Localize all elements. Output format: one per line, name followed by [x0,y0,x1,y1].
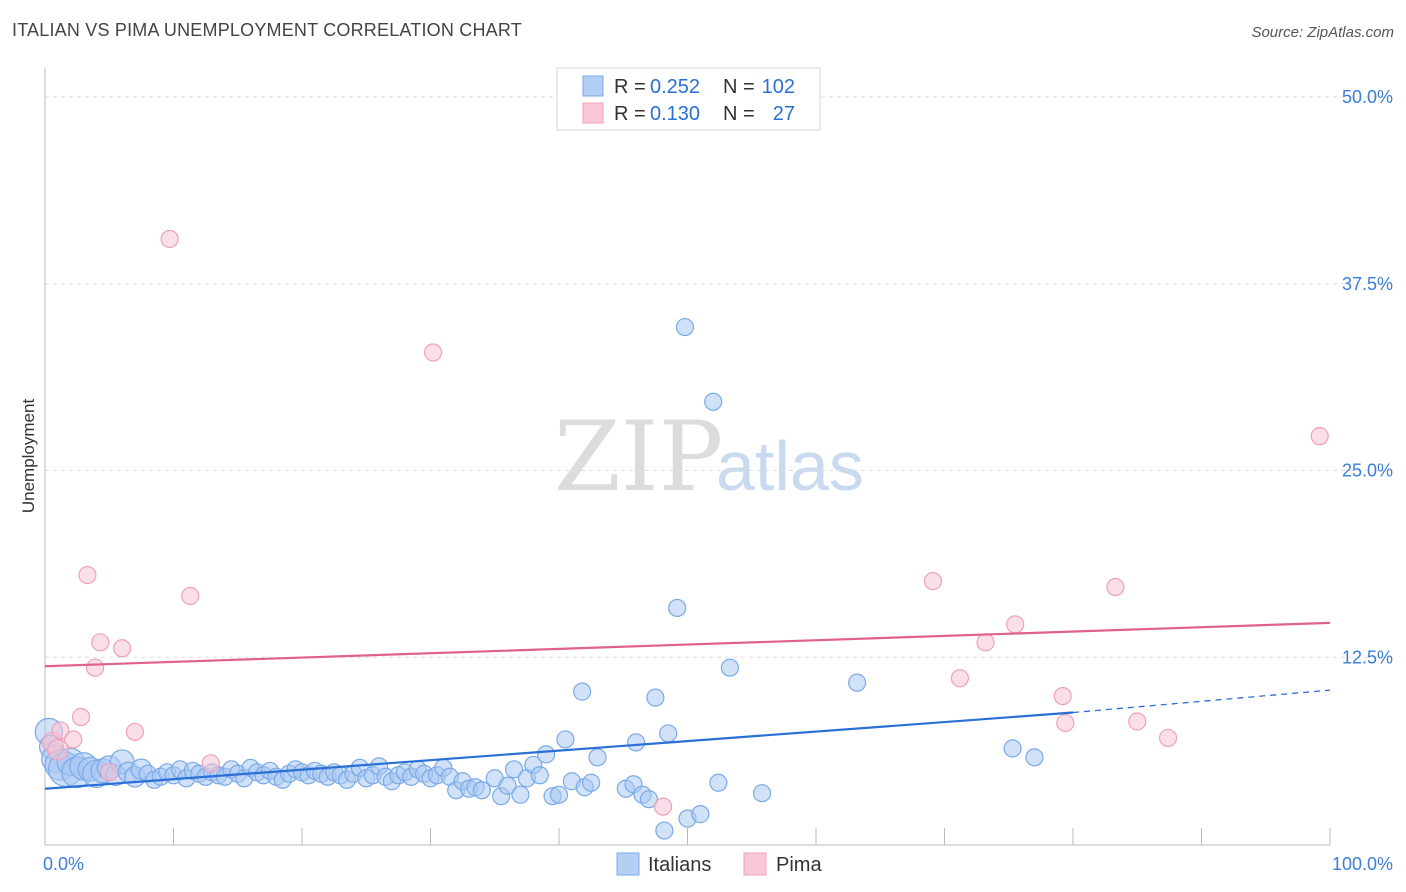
pima-point-14 [423,343,443,362]
pima-point-7 [91,633,110,652]
series-points [34,229,1329,840]
pima-point-23 [1128,712,1147,731]
pima-point-8 [100,763,119,782]
pima-point-11 [160,229,179,249]
stats-r-value-2: 0.130 [650,103,700,125]
italians-trend-line [44,711,1074,790]
pima-point-18 [976,633,995,652]
pima-point-17 [950,669,970,688]
pima-trend-line [44,621,1331,668]
x-tick-label-0: 0.0% [43,854,84,874]
italians-point-97 [675,317,695,337]
pima-point-10 [125,722,145,742]
italians-point-85 [588,748,607,767]
pima-point-6 [86,658,105,677]
stats-n-value-2: 27 [773,103,795,125]
italians-point-69 [472,781,491,800]
italians-point-92 [646,688,665,707]
gridlines [45,96,1392,658]
italians-point-99 [704,392,723,411]
stats-n-value-1: 102 [762,76,795,98]
italians-point-98 [691,805,710,824]
italians-point-96 [668,598,687,618]
stats-r-label-1: R = [614,76,646,98]
stats-legend-swatch-italians [582,75,604,97]
stats-r-label-2: R = [614,103,646,125]
pima-point-16 [923,571,943,591]
legend-label-italians: Italians [648,854,711,876]
italians-point-101 [720,658,740,677]
italians-point-100 [709,773,728,792]
italians-point-74 [511,785,530,804]
y-tick-label-0: 12.5% [1342,647,1393,667]
legend-swatch-pima [743,852,767,876]
italians-trend-extension [1072,689,1331,714]
x-tick-labels: 0.0% 100.0% [43,854,1393,874]
italians-point-78 [537,745,556,764]
chart-title: ITALIAN VS PIMA UNEMPLOYMENT CORRELATION… [12,20,522,40]
pima-point-24 [1158,728,1178,748]
stats-legend: R = 0.252 N = 102 R = 0.130 N = 27 [556,67,821,131]
stats-r-value-1: 0.252 [650,76,700,98]
italians-point-80 [549,785,569,804]
italians-point-81 [556,730,575,749]
pima-point-12 [181,586,200,606]
pima-point-2 [51,721,70,740]
y-tick-label-3: 50.0% [1342,87,1393,107]
pima-point-21 [1056,713,1075,733]
trend-lines [44,621,1331,790]
italians-point-91 [626,733,646,752]
stats-legend-swatch-pima [582,102,604,124]
italians-point-93 [659,724,678,743]
legend-swatch-italians [616,852,640,876]
x-ticks [44,828,1331,845]
y-axis-title: Unemployment [19,399,38,514]
pima-point-15 [653,797,673,816]
y-tick-labels: 12.5% 25.0% 37.5% 50.0% [1342,87,1393,667]
legend-label-pima: Pima [776,854,822,876]
watermark-zip: ZIP [554,401,723,513]
stats-n-label-1: N = [723,76,755,98]
bottom-legend: Italians Pima [616,852,822,876]
italians-point-90 [639,790,659,809]
pima-point-25 [1310,427,1329,446]
pima-point-3 [64,730,83,749]
watermark-atlas: atlas [716,427,864,505]
pima-point-4 [71,707,91,727]
pima-point-5 [78,565,97,585]
italians-point-77 [530,766,549,785]
pima-point-19 [1006,615,1025,634]
series-pima [41,229,1329,816]
pima-point-20 [1053,686,1072,706]
italians-point-103 [848,673,867,692]
pima-point-13 [201,754,220,773]
italians-point-72 [498,776,517,795]
pima-point-9 [112,639,132,658]
italians-point-73 [504,760,524,779]
series-italians [34,317,1044,840]
x-tick-label-1: 100.0% [1332,854,1393,874]
chart-source: Source: ZipAtlas.com [1251,24,1394,41]
italians-point-105 [1025,748,1044,767]
italians-point-86 [573,682,592,701]
stats-n-label-2: N = [723,103,755,125]
italians-point-102 [752,784,772,803]
italians-point-84 [582,773,601,792]
pima-point-22 [1106,577,1125,597]
pima-point-1 [47,739,69,761]
y-tick-label-1: 25.0% [1342,461,1393,481]
italians-point-104 [1003,739,1022,758]
italians-point-94 [655,821,674,840]
y-tick-label-2: 37.5% [1342,274,1393,294]
